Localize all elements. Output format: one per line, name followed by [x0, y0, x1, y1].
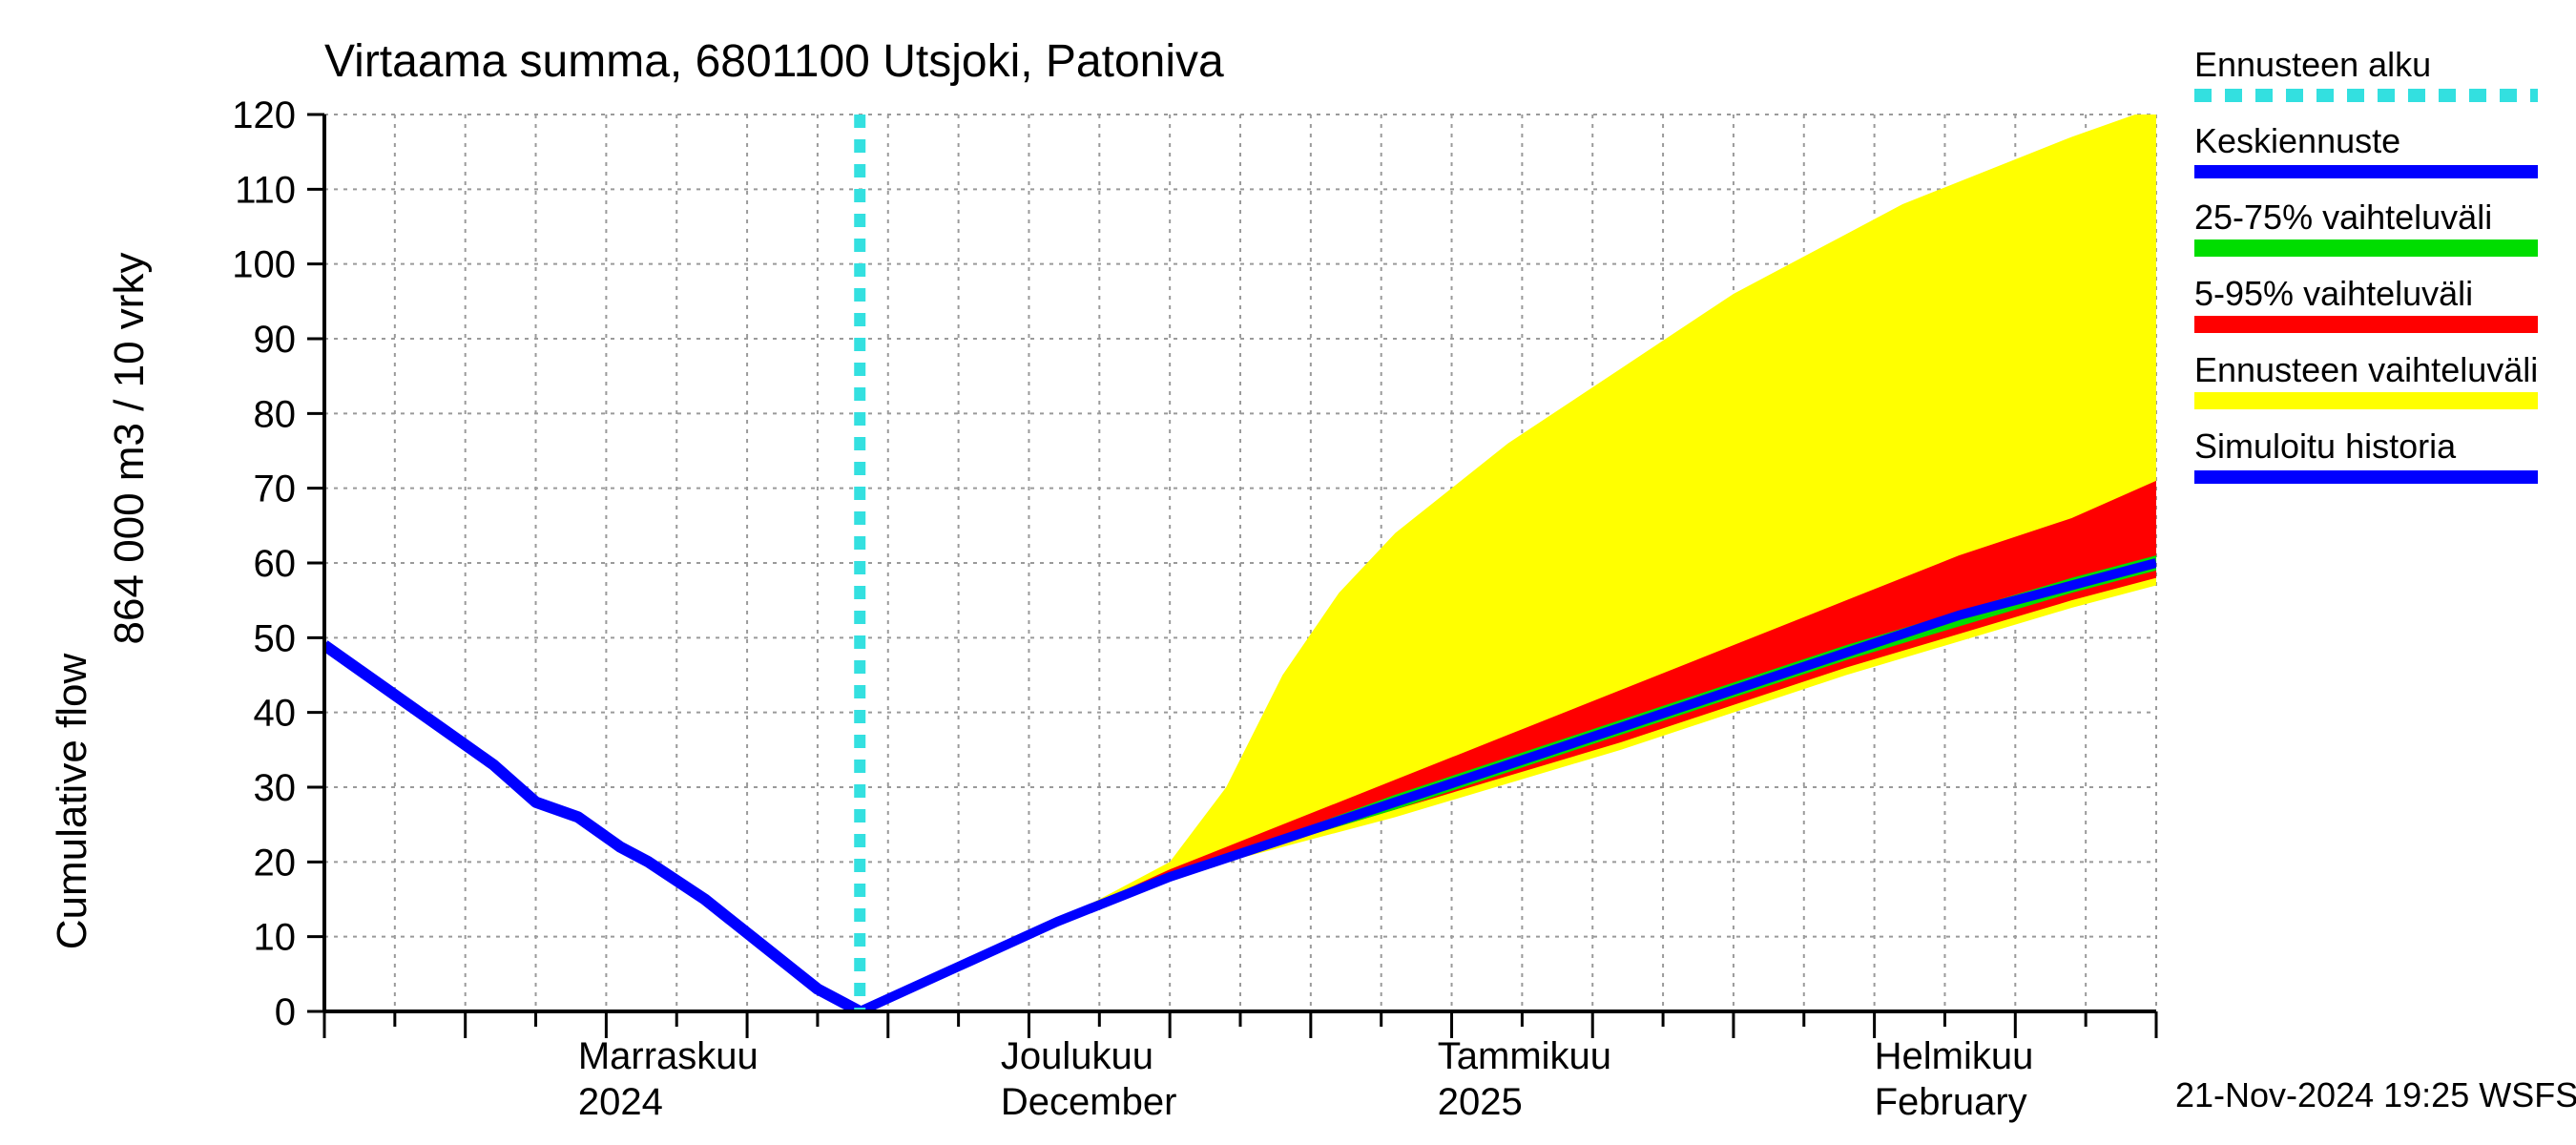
- legend-label: Simuloitu historia: [2194, 427, 2457, 466]
- x-month-label: Helmikuu: [1875, 1035, 2034, 1077]
- y-tick-label: 120: [232, 94, 296, 136]
- x-month-label: December: [1001, 1081, 1177, 1123]
- chart-svg: 0102030405060708090100110120Marraskuu202…: [0, 0, 2576, 1145]
- y-tick-label: 90: [254, 319, 297, 361]
- y-axis-label: Cumulative flow: [49, 654, 95, 950]
- y-tick-label: 50: [254, 617, 297, 659]
- legend-label: Ennusteen alku: [2194, 45, 2431, 84]
- y-tick-label: 20: [254, 842, 297, 884]
- legend-swatch: [2194, 239, 2538, 257]
- y-tick-label: 100: [232, 244, 296, 286]
- chart-container: 0102030405060708090100110120Marraskuu202…: [0, 0, 2576, 1145]
- x-month-label: February: [1875, 1081, 2027, 1123]
- footer-timestamp: 21-Nov-2024 19:25 WSFS-O: [2175, 1075, 2576, 1114]
- y-tick-label: 80: [254, 393, 297, 435]
- x-month-label: Marraskuu: [578, 1035, 758, 1077]
- y-tick-label: 10: [254, 917, 297, 959]
- x-month-label: 2024: [578, 1081, 663, 1123]
- legend-label: Ennusteen vaihteluväli: [2194, 350, 2538, 389]
- chart-title: Virtaama summa, 6801100 Utsjoki, Patoniv…: [324, 36, 1224, 87]
- y-tick-label: 30: [254, 767, 297, 809]
- legend-label: 25-75% vaihteluväli: [2194, 198, 2492, 237]
- y-axis-unit-label: 864 000 m3 / 10 vrky: [106, 253, 153, 645]
- x-month-label: 2025: [1438, 1081, 1523, 1123]
- x-month-label: Joulukuu: [1001, 1035, 1153, 1077]
- y-tick-label: 0: [275, 991, 296, 1033]
- y-tick-label: 40: [254, 693, 297, 735]
- legend-label: Keskiennuste: [2194, 121, 2400, 160]
- y-tick-label: 60: [254, 543, 297, 585]
- x-month-label: Tammikuu: [1438, 1035, 1611, 1077]
- y-tick-label: 110: [235, 169, 296, 211]
- legend-label: 5-95% vaihteluväli: [2194, 274, 2473, 313]
- legend-swatch: [2194, 392, 2538, 409]
- legend-swatch: [2194, 316, 2538, 333]
- y-tick-label: 70: [254, 468, 297, 510]
